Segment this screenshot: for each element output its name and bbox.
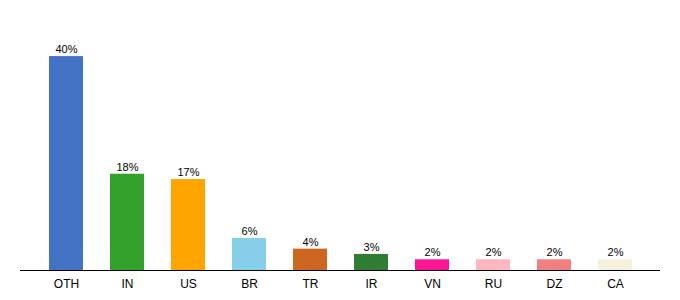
svg-text:OTH: OTH: [54, 277, 79, 291]
svg-text:BR: BR: [241, 277, 258, 291]
svg-text:2%: 2%: [486, 246, 502, 258]
svg-text:40%: 40%: [55, 43, 77, 55]
svg-text:CA: CA: [607, 277, 624, 291]
svg-text:3%: 3%: [364, 241, 380, 253]
svg-text:DZ: DZ: [547, 277, 563, 291]
svg-text:IR: IR: [366, 277, 378, 291]
svg-text:US: US: [180, 277, 197, 291]
svg-text:18%: 18%: [116, 161, 138, 173]
svg-text:IN: IN: [122, 277, 134, 291]
svg-text:6%: 6%: [242, 225, 258, 237]
svg-text:2%: 2%: [608, 246, 624, 258]
svg-text:17%: 17%: [177, 166, 199, 178]
svg-text:TR: TR: [303, 277, 319, 291]
svg-text:2%: 2%: [425, 246, 441, 258]
svg-text:RU: RU: [485, 277, 502, 291]
svg-text:4%: 4%: [303, 236, 319, 248]
svg-text:2%: 2%: [547, 246, 563, 258]
svg-text:VN: VN: [424, 277, 441, 291]
